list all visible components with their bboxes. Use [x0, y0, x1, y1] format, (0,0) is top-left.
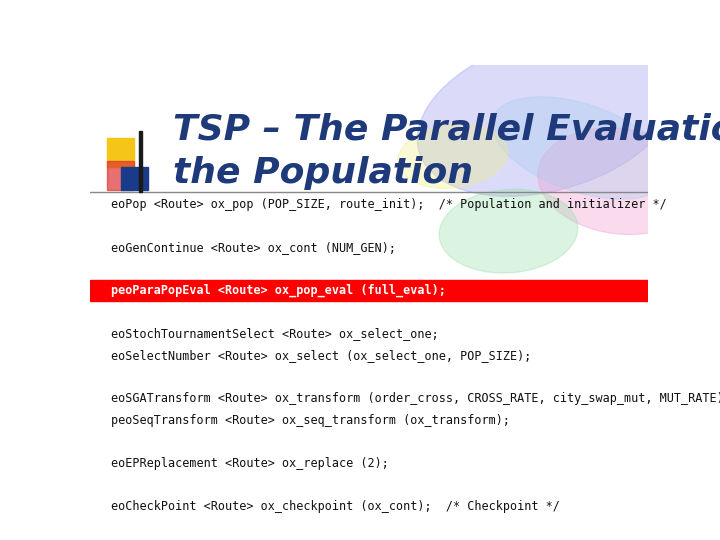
Text: eoEPReplacement <Route> ox_replace (2);: eoEPReplacement <Route> ox_replace (2); [111, 457, 389, 470]
Text: eoCheckPoint <Route> ox_checkpoint (ox_cont);  /* Checkpoint */: eoCheckPoint <Route> ox_checkpoint (ox_c… [111, 500, 560, 514]
Text: eoGenContinue <Route> ox_cont (NUM_GEN);: eoGenContinue <Route> ox_cont (NUM_GEN); [111, 241, 396, 254]
Text: peoParaPopEval <Route> ox_pop_eval (full_eval);: peoParaPopEval <Route> ox_pop_eval (full… [111, 284, 446, 297]
Bar [90, 280, 648, 301]
Bar [121, 167, 148, 190]
Bar [107, 138, 133, 167]
Text: TSP – The Parallel Evaluation of: TSP – The Parallel Evaluation of [173, 112, 720, 146]
Text: eoSelectNumber <Route> ox_select (ox_select_one, POP_SIZE);: eoSelectNumber <Route> ox_select (ox_sel… [111, 349, 531, 362]
Text: the Population: the Population [173, 156, 473, 190]
Text: eoStochTournamentSelect <Route> ox_select_one;: eoStochTournamentSelect <Route> ox_selec… [111, 327, 439, 340]
Bar [139, 131, 142, 192]
Bar [107, 161, 133, 190]
Text: peoSeqTransform <Route> ox_seq_transform (ox_transform);: peoSeqTransform <Route> ox_seq_transform… [111, 414, 510, 427]
Ellipse shape [439, 189, 578, 273]
Ellipse shape [538, 128, 702, 234]
Ellipse shape [397, 124, 508, 188]
Ellipse shape [492, 97, 670, 199]
Text: eoPop <Route> ox_pop (POP_SIZE, route_init);  /* Population and initializer */: eoPop <Route> ox_pop (POP_SIZE, route_in… [111, 198, 667, 211]
Text: eoSGATransform <Route> ox_transform (order_cross, CROSS_RATE, city_swap_mut, MUT: eoSGATransform <Route> ox_transform (ord… [111, 392, 720, 405]
Ellipse shape [418, 33, 678, 197]
